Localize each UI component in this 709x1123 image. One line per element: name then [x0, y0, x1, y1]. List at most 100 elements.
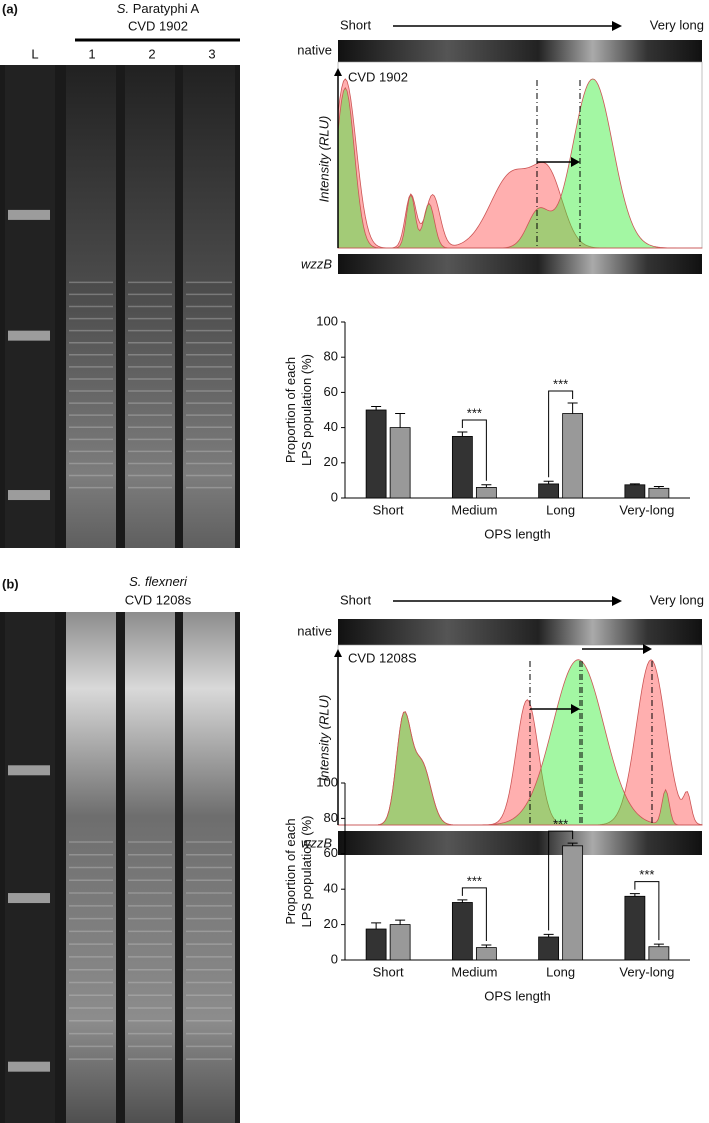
ladder-lane — [5, 612, 55, 1123]
bar — [538, 936, 560, 961]
x-tick-label: Very-long — [619, 502, 674, 517]
native-profile — [338, 659, 703, 826]
gel-species: S. flexneri — [129, 574, 188, 589]
y-axis-label: Proportion of eachLPS population (%) — [283, 815, 314, 927]
bar — [451, 902, 473, 961]
error-bar — [567, 842, 578, 846]
significance-label: *** — [639, 867, 654, 882]
gel-lane — [66, 612, 116, 1123]
arrow-head — [612, 596, 622, 606]
y-label-line: LPS population (%) — [299, 354, 314, 466]
native-label: native — [297, 42, 332, 57]
y-tick-label: 0 — [331, 489, 338, 504]
shift-head — [571, 704, 580, 714]
bar — [365, 928, 387, 961]
error-bar — [543, 933, 554, 937]
y-label-line: LPS population (%) — [299, 815, 314, 927]
gel-lane — [125, 612, 175, 1123]
wzzb-label: wzzB — [301, 835, 332, 850]
bar — [365, 409, 387, 499]
x-tick-label: Very-long — [619, 964, 674, 979]
ladder-band — [8, 893, 50, 904]
species-part: Paratyphi A — [129, 1, 199, 16]
ladder-band — [8, 330, 50, 341]
bar — [538, 483, 560, 499]
error-bar — [395, 919, 406, 925]
arrow-end: Very long — [650, 592, 704, 607]
y-tick-label: 80 — [324, 349, 338, 364]
shift-head — [571, 157, 580, 167]
x-tick-label: Long — [546, 964, 575, 979]
bar — [624, 895, 646, 961]
wzzb-strip — [338, 831, 702, 855]
y-tick-label: 40 — [324, 881, 338, 896]
y-tick-label: 80 — [324, 810, 338, 825]
shift-head — [643, 644, 652, 654]
error-bar — [653, 943, 664, 947]
gel-lane — [125, 65, 175, 548]
bar — [451, 435, 473, 499]
y-tick-label: 100 — [316, 313, 338, 328]
y-label-line: Proportion of each — [283, 357, 298, 463]
gel-lane — [66, 65, 116, 548]
native-strip — [338, 619, 702, 645]
lane-label: 3 — [208, 46, 215, 61]
significance-bracket — [548, 390, 574, 478]
arrow-start: Short — [340, 17, 371, 32]
error-bar — [629, 483, 640, 485]
error-bar — [567, 402, 578, 414]
native-profile — [337, 78, 702, 249]
significance-label: *** — [467, 405, 482, 420]
gel-lane — [183, 65, 235, 548]
x-tick-label: Short — [373, 502, 404, 517]
profile-y-label: Intensity (RLU) — [316, 695, 331, 782]
axis-head — [334, 68, 342, 76]
significance-label: *** — [467, 873, 482, 888]
error-bar — [457, 431, 468, 437]
arrow-start: Short — [340, 592, 371, 607]
profile-strain: CVD 1902 — [348, 69, 408, 84]
gel-lane — [183, 612, 235, 1123]
y-label-line: Proportion of each — [283, 818, 298, 924]
species-part: S. flexneri — [129, 574, 188, 589]
y-tick-label: 100 — [316, 774, 338, 789]
error-bar — [653, 486, 664, 489]
ladder-band — [8, 209, 50, 220]
y-tick-label: 60 — [324, 845, 338, 860]
error-bar — [395, 413, 406, 428]
ladder-band — [8, 490, 50, 501]
lane-label: 1 — [88, 46, 95, 61]
wzzb-strip — [338, 254, 702, 274]
error-bar — [481, 944, 492, 948]
bar — [624, 484, 646, 499]
significance-bracket — [634, 881, 660, 941]
error-bar — [371, 405, 382, 410]
profile-strain: CVD 1208S — [348, 650, 417, 665]
bar — [475, 487, 497, 499]
x-tick-label: Medium — [451, 502, 497, 517]
bar — [562, 845, 584, 961]
x-axis-label: OPS length — [484, 988, 551, 1003]
x-axis-label: OPS length — [484, 526, 551, 541]
bar — [389, 427, 411, 499]
error-bar — [371, 922, 382, 930]
significance-bracket — [461, 887, 487, 941]
ladder-lane — [5, 65, 55, 548]
bar — [648, 946, 670, 961]
bar — [562, 413, 584, 499]
error-bar — [629, 893, 640, 897]
error-bar — [543, 480, 554, 484]
bar — [475, 947, 497, 961]
error-bar — [457, 899, 468, 903]
wzzb-label: wzzB — [301, 256, 332, 271]
arrow-head — [612, 21, 622, 31]
native-label: native — [297, 623, 332, 638]
lane-label: L — [31, 46, 38, 61]
x-tick-label: Long — [546, 502, 575, 517]
arrow-end: Very long — [650, 17, 704, 32]
y-axis-label: Proportion of eachLPS population (%) — [283, 354, 314, 466]
significance-bracket — [548, 830, 574, 931]
y-tick-label: 20 — [324, 454, 338, 469]
profile-y-label: Intensity (RLU) — [316, 116, 331, 203]
